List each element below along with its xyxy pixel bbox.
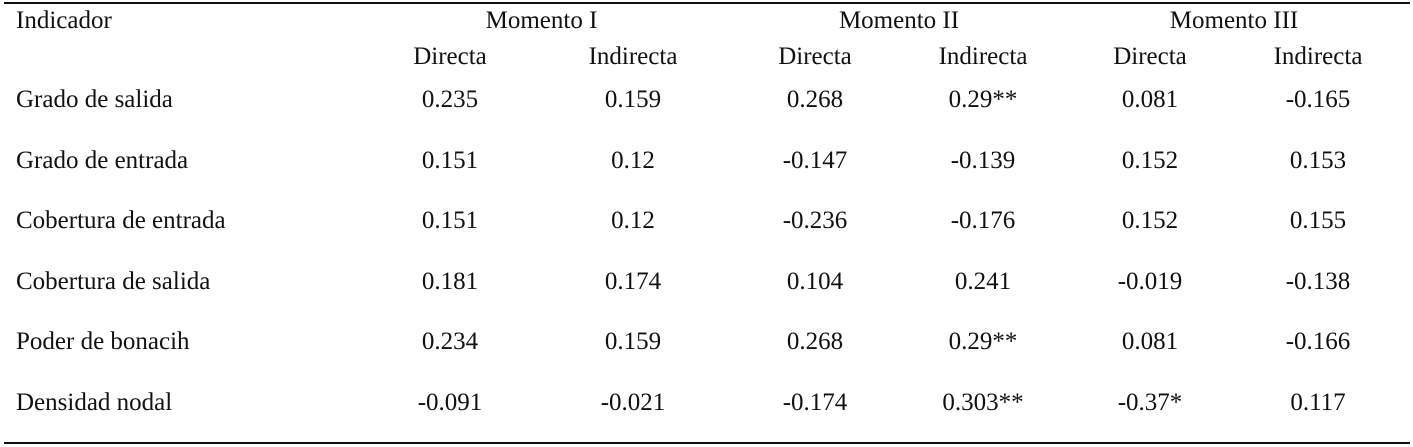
sub-header: Indirecta (938, 43, 1028, 70)
cell-value: 0.081 (1121, 86, 1179, 113)
sub-header: Directa (413, 43, 487, 70)
cell-value: -0.091 (417, 389, 483, 416)
cell-value: 0.12 (611, 146, 655, 174)
cell-value: 0.29** (948, 328, 1018, 356)
row-label: Grado de entrada (16, 146, 189, 174)
cell-value: 0.151 (421, 146, 479, 174)
top-rule (4, 2, 1410, 4)
cell-value: 0.234 (421, 328, 479, 356)
row-label: Cobertura de entrada (16, 207, 226, 235)
bottom-rule (4, 442, 1410, 444)
cell-value: 0.12 (611, 207, 655, 235)
cell-value: -0.021 (600, 389, 666, 416)
cell-value: -0.138 (1285, 267, 1351, 295)
cell-value: 0.117 (1290, 389, 1346, 416)
cell-value: 0.081 (1121, 328, 1179, 356)
header-first: Indicador (16, 7, 112, 34)
cell-value: 0.241 (954, 267, 1012, 295)
cell-value: -0.139 (950, 146, 1016, 174)
cell-value: 0.159 (604, 86, 662, 113)
cell-value: -0.165 (1285, 86, 1351, 113)
row-label: Densidad nodal (16, 389, 173, 416)
cell-value: 0.104 (786, 267, 844, 295)
group-header: Momento II (838, 7, 960, 34)
cell-value: -0.37* (1117, 389, 1183, 416)
sub-header: Indirecta (1273, 43, 1363, 70)
group-header: Momento I (485, 7, 598, 34)
cell-value: -0.174 (782, 389, 848, 416)
cell-value: 0.303** (942, 389, 1024, 416)
cell-value: 0.29** (948, 86, 1018, 113)
sub-header: Indirecta (588, 43, 678, 70)
cell-value: 0.268 (786, 86, 844, 113)
row-label: Poder de bonacih (16, 328, 190, 356)
cell-value: 0.268 (786, 328, 844, 356)
sub-header: Directa (1113, 43, 1187, 70)
row-label: Cobertura de salida (16, 267, 211, 295)
cell-value: 0.155 (1289, 207, 1347, 235)
cell-value: -0.166 (1285, 328, 1351, 356)
cell-value: 0.152 (1121, 207, 1179, 235)
cell-value: 0.159 (604, 328, 662, 356)
cell-value: 0.151 (421, 207, 479, 235)
cell-value: 0.235 (421, 86, 479, 113)
cell-value: -0.019 (1117, 267, 1183, 295)
cell-value: -0.147 (782, 146, 848, 174)
cell-value: 0.181 (421, 267, 479, 295)
row-label: Grado de salida (16, 86, 173, 113)
sub-header: Directa (778, 43, 852, 70)
cell-value: 0.153 (1289, 146, 1347, 174)
group-header: Momento III (1169, 7, 1299, 34)
cell-value: -0.236 (782, 207, 848, 235)
cell-value: 0.174 (604, 267, 662, 295)
cell-value: 0.152 (1121, 146, 1179, 174)
cell-value: -0.176 (950, 207, 1016, 235)
